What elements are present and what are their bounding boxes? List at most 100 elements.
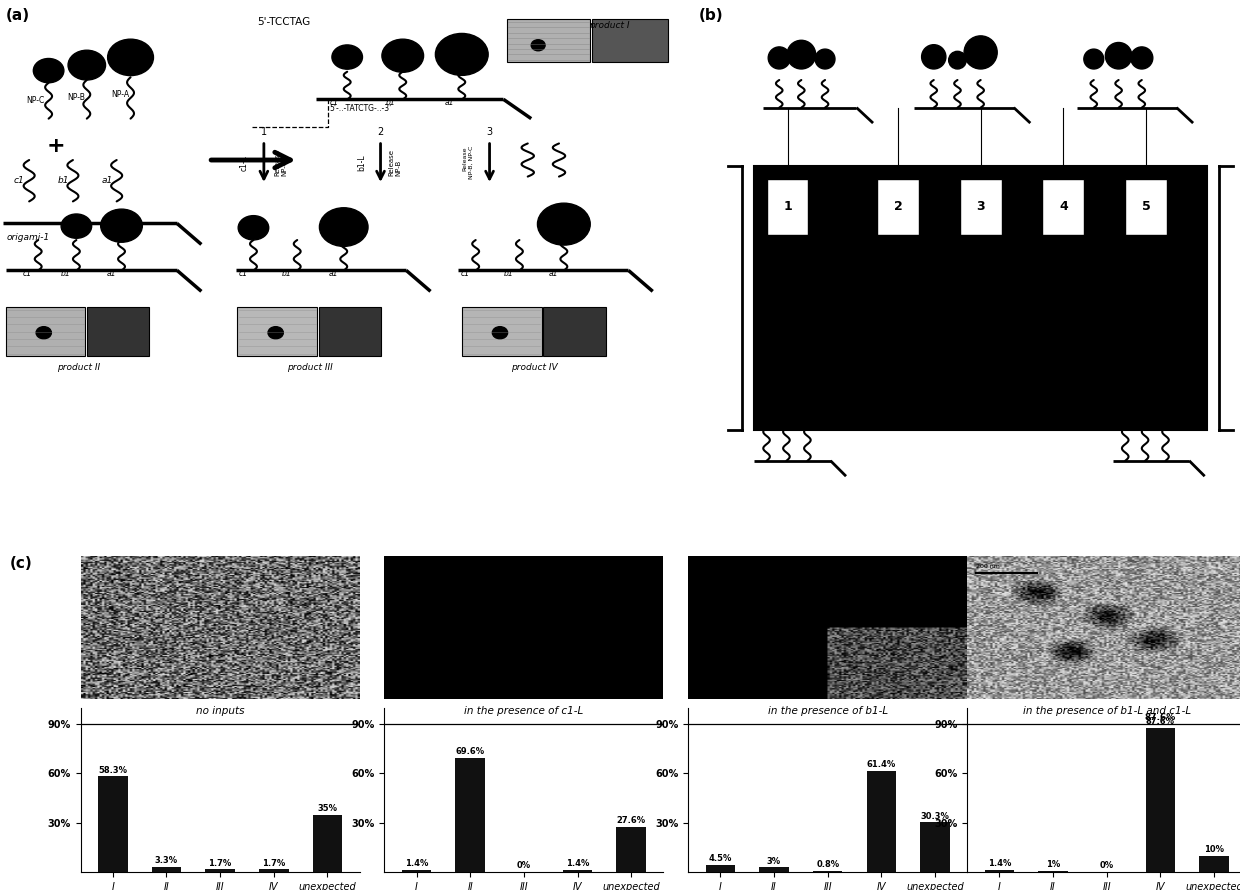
Bar bbox=[259, 870, 289, 872]
Bar bbox=[461, 307, 542, 356]
Text: a1: a1 bbox=[107, 270, 115, 279]
Text: 1: 1 bbox=[784, 200, 792, 214]
Bar bbox=[1146, 728, 1176, 872]
Text: c1-L: c1-L bbox=[239, 155, 248, 171]
Circle shape bbox=[238, 215, 269, 240]
Text: 1.7%: 1.7% bbox=[208, 859, 232, 868]
Text: NP-C: NP-C bbox=[26, 96, 45, 105]
Circle shape bbox=[492, 327, 507, 339]
Text: NP-A: NP-A bbox=[112, 90, 129, 100]
Bar bbox=[455, 757, 485, 872]
Text: in the presence of b1-L and c1-L: in the presence of b1-L and c1-L bbox=[1023, 706, 1190, 716]
Circle shape bbox=[1131, 47, 1153, 69]
Text: c1: c1 bbox=[460, 270, 470, 279]
Text: 1: 1 bbox=[260, 127, 267, 137]
Circle shape bbox=[1084, 49, 1104, 69]
Circle shape bbox=[61, 214, 92, 239]
Text: (a): (a) bbox=[5, 8, 30, 23]
Bar bbox=[87, 307, 149, 356]
Text: b1: b1 bbox=[281, 270, 291, 279]
Bar bbox=[591, 19, 668, 61]
Text: origami-1: origami-1 bbox=[7, 233, 50, 242]
Circle shape bbox=[1114, 399, 1137, 423]
Text: a1: a1 bbox=[548, 270, 558, 279]
Text: c1: c1 bbox=[14, 176, 25, 185]
Bar bbox=[754, 166, 1207, 431]
Text: ← 200 nm: ← 200 nm bbox=[699, 676, 730, 680]
Bar bbox=[616, 827, 646, 872]
Bar bbox=[1199, 856, 1229, 872]
Text: Release
NP-C: Release NP-C bbox=[274, 150, 288, 176]
Text: Release
NP-B, NP-C: Release NP-B, NP-C bbox=[463, 146, 474, 180]
Text: 1%: 1% bbox=[1045, 860, 1060, 869]
Text: 87.6%: 87.6% bbox=[1146, 717, 1174, 726]
Text: NP-B: NP-B bbox=[67, 93, 86, 102]
Text: Release
NP-B: Release NP-B bbox=[389, 150, 402, 176]
Bar bbox=[206, 870, 234, 872]
Circle shape bbox=[1157, 403, 1174, 421]
Text: 10%: 10% bbox=[1204, 846, 1224, 854]
Text: 35%: 35% bbox=[317, 804, 337, 813]
Text: 1.7%: 1.7% bbox=[262, 859, 285, 868]
Text: 5'-TCCTAG: 5'-TCCTAG bbox=[257, 17, 310, 27]
Text: 2: 2 bbox=[377, 127, 383, 137]
Text: 1.4%: 1.4% bbox=[405, 859, 428, 869]
Bar bbox=[151, 867, 181, 872]
Bar bbox=[543, 307, 605, 356]
Circle shape bbox=[36, 327, 51, 339]
Text: 30.3%: 30.3% bbox=[920, 812, 950, 821]
Bar bbox=[766, 180, 808, 234]
Bar bbox=[1043, 180, 1085, 234]
Bar bbox=[877, 180, 919, 234]
Text: (c): (c) bbox=[10, 556, 32, 571]
Text: a1: a1 bbox=[102, 176, 113, 185]
Circle shape bbox=[965, 36, 997, 69]
Circle shape bbox=[537, 203, 590, 245]
Text: c1: c1 bbox=[22, 270, 32, 279]
Text: b1: b1 bbox=[57, 176, 69, 185]
Circle shape bbox=[787, 40, 816, 69]
Circle shape bbox=[1135, 401, 1154, 422]
Text: in the presence of c1-L: in the presence of c1-L bbox=[464, 706, 584, 716]
Bar bbox=[563, 870, 593, 872]
Bar bbox=[319, 307, 381, 356]
Circle shape bbox=[921, 44, 946, 69]
Text: 1.4%: 1.4% bbox=[988, 859, 1011, 869]
Text: a1: a1 bbox=[329, 270, 339, 279]
Text: +: + bbox=[46, 136, 64, 157]
Text: 27.6%: 27.6% bbox=[616, 816, 646, 825]
Text: product I: product I bbox=[589, 21, 630, 30]
Text: product III: product III bbox=[288, 362, 334, 371]
Text: no inputs: no inputs bbox=[196, 706, 244, 716]
Text: 1.4%: 1.4% bbox=[565, 859, 589, 869]
Text: b1: b1 bbox=[61, 270, 71, 279]
Text: 87.6%: 87.6% bbox=[1145, 714, 1176, 723]
Bar bbox=[238, 307, 317, 356]
Text: 61.4%: 61.4% bbox=[867, 760, 897, 770]
Circle shape bbox=[33, 59, 64, 83]
Bar bbox=[402, 870, 432, 872]
Text: 200 nm: 200 nm bbox=[976, 564, 999, 569]
Circle shape bbox=[108, 39, 154, 76]
Text: 5'-..-TATCTG-..-3': 5'-..-TATCTG-..-3' bbox=[330, 104, 392, 113]
Circle shape bbox=[68, 50, 105, 80]
Text: b1: b1 bbox=[386, 98, 396, 107]
Bar bbox=[1125, 180, 1167, 234]
Circle shape bbox=[320, 207, 368, 247]
Bar bbox=[507, 19, 590, 61]
Text: 4: 4 bbox=[1059, 200, 1068, 214]
Text: product II: product II bbox=[57, 362, 100, 371]
Circle shape bbox=[815, 49, 835, 69]
Circle shape bbox=[1105, 43, 1132, 69]
Bar bbox=[706, 865, 735, 872]
Text: 0.8%: 0.8% bbox=[816, 861, 839, 870]
Text: 3: 3 bbox=[486, 127, 492, 137]
Bar bbox=[920, 822, 950, 872]
Bar bbox=[985, 870, 1014, 872]
Text: c1: c1 bbox=[238, 270, 247, 279]
Text: 58.3%: 58.3% bbox=[98, 765, 128, 774]
Bar bbox=[960, 180, 1002, 234]
Text: c1: c1 bbox=[330, 98, 339, 107]
Bar bbox=[813, 871, 842, 872]
Circle shape bbox=[100, 209, 143, 242]
